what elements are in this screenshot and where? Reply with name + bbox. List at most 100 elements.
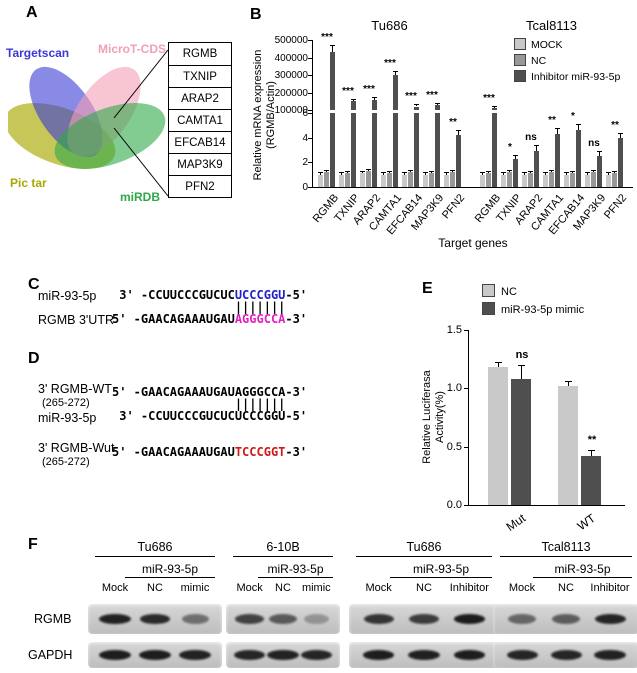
mirna-sequence: 3' -CCUUCCCGUCUCUCCCGGU-5' (112, 410, 307, 422)
bar-upper-segment (372, 99, 377, 110)
error-bar-cap (606, 172, 611, 174)
cell-line-header: Tu686 (356, 540, 492, 557)
legend-item-nc: NC (514, 54, 546, 67)
error-bar (383, 172, 384, 175)
panel-d-label: D (28, 350, 40, 367)
legend-item-nc: NC (482, 284, 517, 298)
error-bar (572, 170, 573, 174)
panel-e: E NC miR-93-5p mimic Relative Luciferasa… (420, 278, 637, 540)
utr-sequence: 5' -GAACAGAAAUGAUAGGGCCA-3' (112, 313, 307, 325)
panel-f: F RGMB GAPDH Tu686 miR-93-5p Mock NC mimic 6-… (0, 536, 637, 673)
seq-binding-site: AGGGCCA (234, 385, 286, 399)
bar (558, 386, 578, 505)
treatment-header: miR-93-5p (125, 562, 215, 578)
error-bar-cap (555, 127, 560, 129)
lane-label: mimic (301, 582, 331, 594)
error-bar (503, 172, 504, 175)
error-bar (482, 172, 483, 175)
significance-label: ns (515, 349, 529, 361)
error-bar (395, 70, 396, 75)
significance-label: ns (588, 138, 600, 150)
y-tick-label: 500000 (274, 35, 308, 46)
seq-prefix: 3' -CCUUCCCGUCUC (112, 409, 235, 423)
bar (318, 174, 323, 187)
panel-f-label: F (28, 536, 38, 553)
bar (501, 174, 506, 187)
bar (549, 172, 554, 187)
seq-binding-site: AGGGCCA (234, 312, 286, 326)
bar (360, 173, 365, 187)
legend-label-mimic: miR-93-5p mimic (501, 304, 585, 316)
bar (387, 173, 392, 187)
bar (606, 174, 611, 187)
protein-band (234, 614, 265, 624)
protein-band (409, 614, 439, 624)
bar (480, 174, 485, 187)
significance-label: *** (405, 91, 417, 103)
y-tick-label: 0.0 (446, 499, 462, 511)
error-bar (341, 172, 342, 175)
seq-mutated-site: TCCCGGT (234, 445, 286, 459)
error-bar (530, 170, 531, 174)
y-tick (308, 92, 312, 94)
y-tick (308, 187, 312, 188)
error-bar (599, 151, 600, 157)
protein-band (179, 650, 211, 660)
error-bar-cap (339, 172, 344, 174)
error-bar (362, 170, 363, 174)
protein-band (506, 650, 538, 660)
protein-band (99, 614, 131, 624)
bar (543, 174, 548, 187)
cell-line-header: Tcal8113 (500, 540, 632, 557)
legend-swatch-nc (482, 284, 495, 297)
protein-band (362, 650, 395, 660)
venn-label-microt-cds: MicroT-CDS (98, 42, 167, 56)
blot-row-label-gapdh: GAPDH (28, 648, 73, 662)
error-bar-cap (518, 365, 525, 366)
gene-item: EFCAB14 (169, 131, 231, 153)
y-tick (308, 113, 312, 114)
panel-b-label: B (250, 6, 262, 23)
seq-prefix: 5' -GAACAGAAAUGAU (112, 312, 235, 326)
error-bar (488, 170, 489, 174)
error-bar (416, 104, 417, 107)
error-bar-cap (387, 170, 392, 172)
bar (435, 113, 440, 187)
protein-band (303, 614, 329, 624)
blot-row-label-rgmb: RGMB (34, 612, 72, 626)
venn-label-mirdb: miRDB (120, 190, 161, 204)
legend-swatch-mimic (482, 302, 495, 315)
y-tick (308, 110, 312, 111)
bar (450, 172, 455, 187)
bar (372, 113, 377, 187)
cell-line-title: Tcal8113 (525, 18, 578, 33)
bar (486, 173, 491, 187)
error-bar-cap (585, 172, 590, 174)
bar (488, 367, 508, 505)
error-bar-cap (501, 172, 506, 174)
connector-line-top (113, 49, 169, 119)
gene-item: ARAP2 (169, 87, 231, 109)
error-bar-cap (351, 98, 356, 100)
seq-prefix: 5' -GAACAGAAAUGAU (112, 445, 235, 459)
gene-item: RGMB (182, 48, 218, 60)
legend-label-mock: MOCK (531, 39, 563, 51)
seq-seed-region: UCCCGGU (234, 409, 286, 423)
bar (511, 379, 531, 505)
error-bar-cap (402, 172, 407, 174)
venn-label-targetscan: Targetscan (6, 46, 70, 60)
error-bar-cap (330, 45, 335, 47)
error-bar-cap (444, 172, 449, 174)
y-tick (464, 330, 468, 331)
bar-upper-segment (330, 52, 335, 110)
error-bar (591, 450, 592, 456)
bar-upper-segment (492, 108, 497, 110)
protein-band (594, 650, 626, 660)
bar (330, 113, 335, 187)
bar (339, 174, 344, 187)
error-bar (566, 172, 567, 175)
bar (534, 151, 539, 187)
bar (576, 130, 581, 187)
bar (564, 174, 569, 187)
error-bar (608, 172, 609, 175)
